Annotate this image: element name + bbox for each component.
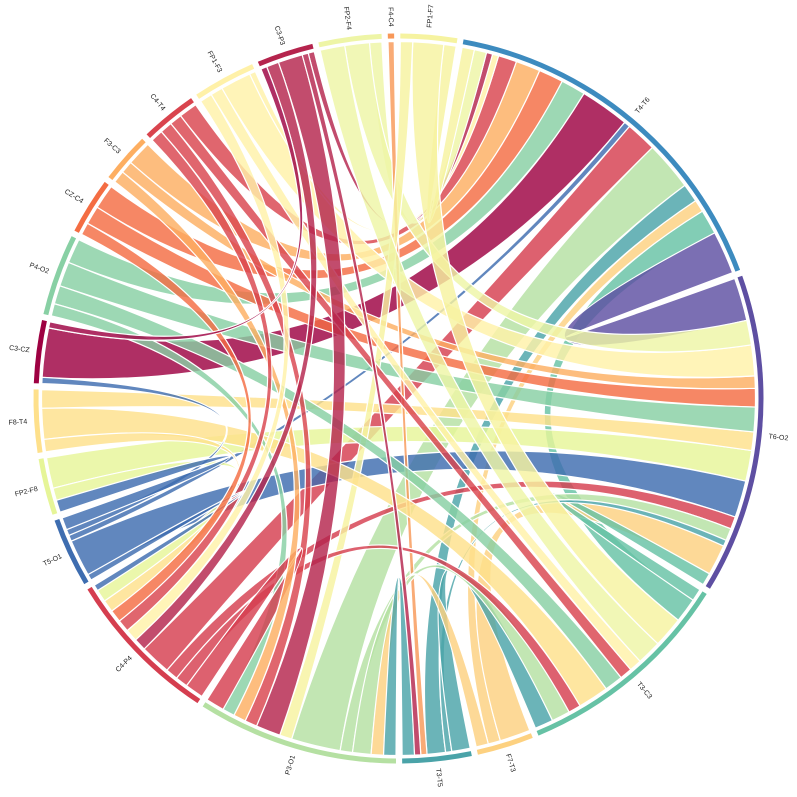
chord-ribbon bbox=[41, 407, 608, 707]
node-label: P4-O2 bbox=[28, 262, 50, 276]
chord-ribbon bbox=[80, 222, 252, 622]
node-label: C4-T4 bbox=[148, 93, 166, 113]
node-label: F7-T3 bbox=[504, 753, 516, 773]
node-arc bbox=[38, 458, 58, 515]
node-label: T4-T6 bbox=[634, 96, 651, 115]
node-arc bbox=[33, 389, 43, 454]
chord-ribbon bbox=[126, 93, 290, 641]
node-arc bbox=[43, 236, 77, 316]
node-arc bbox=[196, 64, 255, 99]
chord-ribbon bbox=[279, 40, 414, 740]
node-arc bbox=[33, 320, 47, 384]
node-label: F3-C3 bbox=[102, 137, 121, 155]
node-label: C4-P4 bbox=[115, 655, 134, 674]
node-label: T5-O1 bbox=[42, 553, 63, 568]
chord-ribbon bbox=[166, 480, 737, 680]
chord-ribbon bbox=[301, 52, 422, 756]
node-label: T3-T5 bbox=[434, 768, 443, 787]
node-arc bbox=[387, 33, 395, 39]
chord-ribbon bbox=[58, 261, 757, 433]
node-label: FP1-F3 bbox=[206, 50, 223, 74]
chord-ribbon bbox=[339, 492, 732, 754]
node-label: T6-O2 bbox=[768, 433, 789, 442]
node-arc bbox=[476, 733, 533, 755]
chord-ribbon bbox=[411, 41, 680, 645]
node-label: F8-T4 bbox=[8, 419, 27, 427]
node-label: FP2-F4 bbox=[342, 6, 352, 30]
chord-ribbon bbox=[47, 65, 304, 341]
node-arc bbox=[318, 33, 382, 48]
node-label: C3-P3 bbox=[273, 25, 286, 46]
node-label: FP1-F7 bbox=[426, 4, 435, 28]
node-arc bbox=[146, 98, 194, 138]
chord-ribbon bbox=[134, 61, 318, 650]
ribbons bbox=[40, 40, 757, 757]
node-arc bbox=[257, 43, 314, 67]
node-arc bbox=[400, 33, 458, 44]
chord-ribbon bbox=[185, 547, 303, 711]
node-label: P3-O1 bbox=[285, 754, 297, 775]
chord-ribbon bbox=[52, 460, 241, 602]
node-arc bbox=[74, 181, 109, 233]
chord-ribbon bbox=[319, 44, 659, 663]
chord-ribbon bbox=[55, 455, 231, 531]
node-arc bbox=[108, 138, 146, 180]
node-label: C3-CZ bbox=[9, 345, 31, 355]
chord-ribbon bbox=[290, 146, 686, 752]
node-arc bbox=[402, 751, 472, 764]
node-label: FP2-F8 bbox=[14, 486, 38, 498]
chord-ribbon bbox=[255, 54, 346, 736]
chord-ribbon bbox=[87, 489, 247, 592]
node-arc bbox=[87, 586, 201, 704]
node-label: T3-C3 bbox=[635, 681, 653, 700]
node-arc bbox=[54, 518, 89, 585]
node-label: CZ-C4 bbox=[63, 188, 84, 205]
chord-ribbon bbox=[423, 184, 697, 756]
node-label: F4-C4 bbox=[387, 7, 394, 27]
chord-ribbon bbox=[67, 80, 585, 306]
